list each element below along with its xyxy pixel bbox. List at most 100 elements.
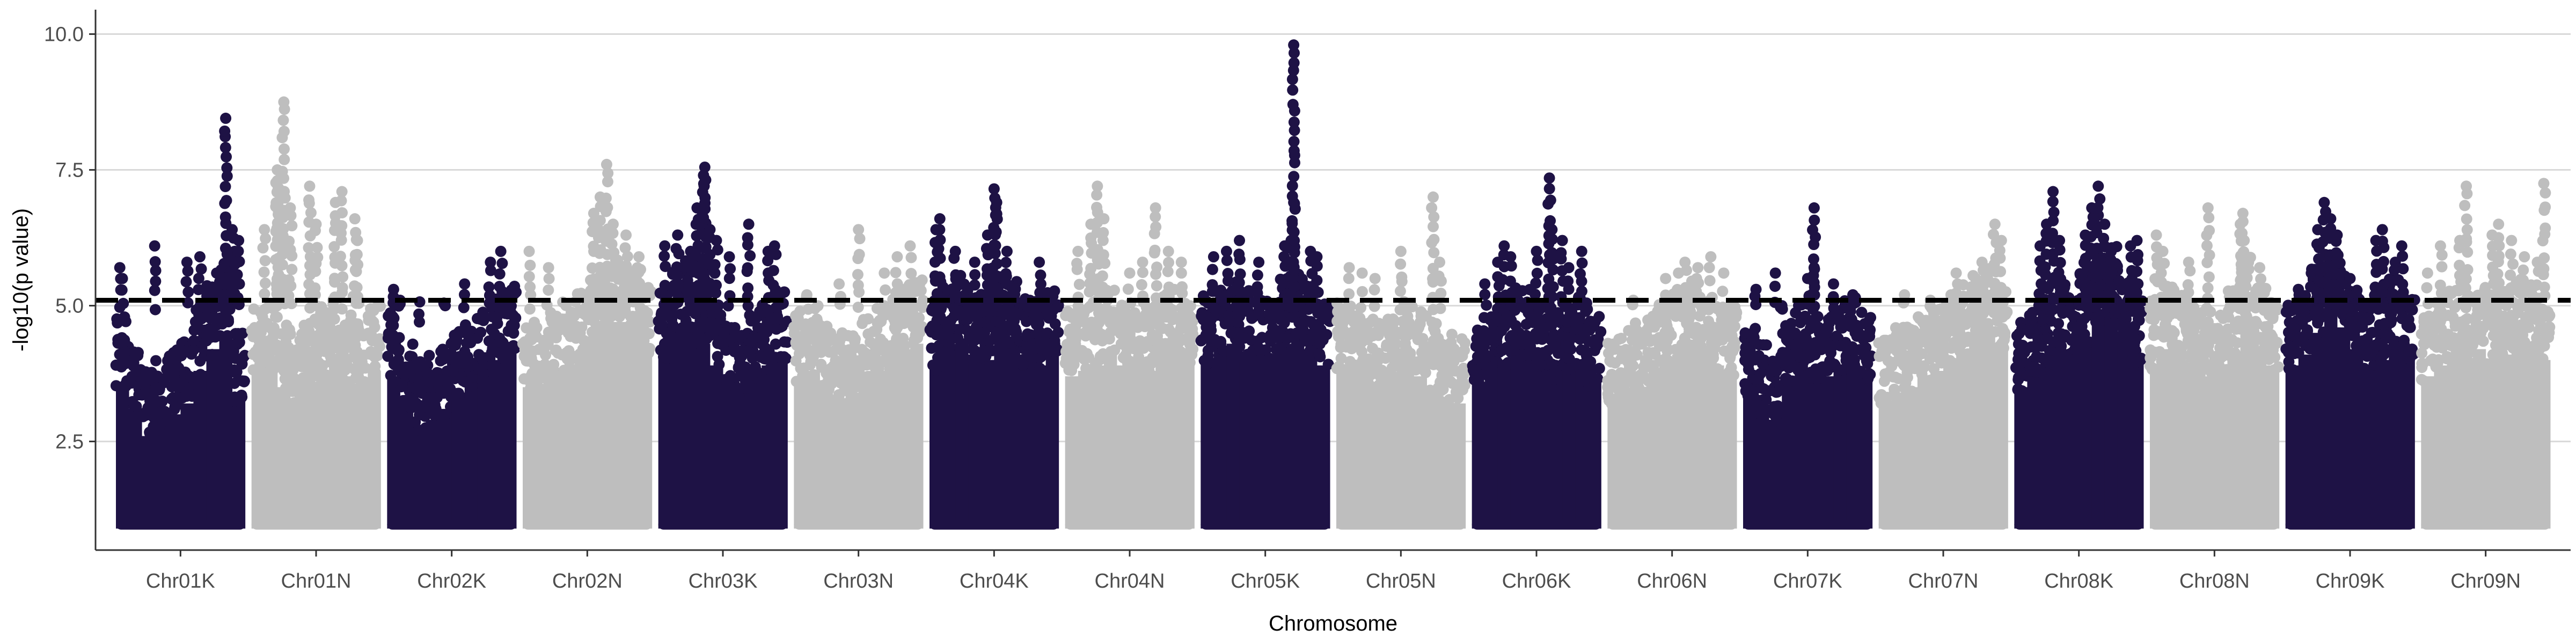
data-point bbox=[206, 349, 218, 361]
data-point bbox=[1679, 302, 1690, 314]
data-point bbox=[712, 244, 723, 256]
data-point bbox=[1150, 221, 1162, 233]
data-point bbox=[1615, 332, 1627, 344]
data-point bbox=[278, 126, 290, 137]
data-point bbox=[1115, 310, 1126, 321]
data-point bbox=[262, 320, 274, 332]
data-point bbox=[757, 339, 769, 350]
data-point bbox=[1096, 270, 1108, 282]
data-point bbox=[1843, 317, 1855, 328]
peak-point bbox=[336, 186, 348, 197]
data-point bbox=[762, 255, 774, 267]
data-point bbox=[496, 258, 508, 269]
data-point bbox=[1731, 307, 1743, 319]
data-point bbox=[2054, 257, 2066, 268]
data-point bbox=[483, 281, 495, 293]
peak-point bbox=[1995, 235, 2007, 246]
peak-point bbox=[904, 240, 916, 252]
data-point bbox=[1949, 302, 1961, 313]
data-point bbox=[459, 357, 471, 369]
data-point bbox=[1454, 382, 1466, 394]
data-point bbox=[1396, 354, 1408, 366]
data-point bbox=[1717, 286, 1729, 297]
data-point bbox=[1561, 341, 1572, 353]
data-point bbox=[1091, 201, 1103, 213]
dense-band bbox=[762, 365, 775, 529]
data-point bbox=[698, 212, 709, 224]
dense-band bbox=[290, 398, 304, 529]
data-point bbox=[723, 273, 735, 284]
dense-base bbox=[251, 519, 381, 530]
data-point bbox=[1288, 136, 1300, 148]
data-point bbox=[1906, 385, 1918, 397]
data-point bbox=[1122, 283, 1134, 295]
data-point bbox=[734, 352, 745, 363]
peak-point bbox=[743, 218, 755, 230]
data-point bbox=[477, 313, 488, 325]
dense-band bbox=[1782, 387, 1795, 529]
data-point bbox=[1064, 324, 1076, 335]
data-point bbox=[214, 312, 226, 324]
data-point bbox=[980, 350, 992, 362]
data-point bbox=[1078, 350, 1089, 362]
peak-point bbox=[1124, 267, 1136, 279]
data-point bbox=[742, 232, 753, 244]
series-Chr03N bbox=[788, 224, 929, 530]
dense-band bbox=[639, 349, 653, 529]
dense-band bbox=[329, 360, 342, 529]
data-point bbox=[1235, 303, 1247, 314]
data-point bbox=[221, 170, 233, 182]
data-point bbox=[219, 243, 231, 254]
data-point bbox=[930, 364, 942, 376]
data-point bbox=[1137, 267, 1148, 279]
data-point bbox=[870, 345, 882, 357]
data-point bbox=[602, 176, 613, 188]
dense-band bbox=[1820, 376, 1834, 529]
data-point bbox=[337, 271, 349, 283]
data-point bbox=[345, 309, 357, 321]
data-point bbox=[189, 316, 201, 328]
data-point bbox=[558, 364, 570, 376]
data-point bbox=[1209, 303, 1220, 314]
series-Chr05N bbox=[1331, 191, 1471, 530]
data-point bbox=[1357, 379, 1368, 391]
dense-band bbox=[981, 360, 994, 529]
data-point bbox=[533, 369, 545, 380]
data-point bbox=[287, 385, 298, 397]
dense-base bbox=[930, 519, 1059, 530]
data-point bbox=[2105, 281, 2117, 292]
data-point bbox=[661, 352, 672, 364]
peak-point bbox=[1208, 251, 1219, 262]
data-point bbox=[1889, 383, 1900, 395]
data-point bbox=[934, 224, 946, 236]
data-point bbox=[1395, 258, 1407, 270]
dense-band bbox=[2091, 321, 2105, 529]
peak-point bbox=[1679, 257, 1691, 268]
data-point bbox=[258, 266, 270, 278]
data-point bbox=[1712, 363, 1724, 375]
dense-band bbox=[2014, 387, 2028, 529]
data-point bbox=[128, 357, 140, 369]
dense-band bbox=[167, 414, 181, 529]
data-point bbox=[1770, 365, 1782, 377]
data-point bbox=[221, 162, 233, 174]
data-point bbox=[843, 347, 854, 358]
data-point bbox=[1287, 84, 1299, 96]
dense-band bbox=[303, 382, 317, 529]
dense-band bbox=[561, 365, 575, 529]
data-point bbox=[1252, 269, 1263, 281]
data-point bbox=[1889, 333, 1901, 345]
data-point bbox=[2037, 313, 2048, 325]
data-point bbox=[2028, 322, 2039, 334]
data-point bbox=[1809, 281, 1820, 293]
dense-band bbox=[426, 420, 440, 529]
data-point bbox=[1817, 361, 1828, 373]
data-point bbox=[221, 195, 232, 207]
dense-band bbox=[1969, 338, 1982, 529]
dense-band bbox=[1103, 354, 1117, 529]
data-point bbox=[643, 347, 655, 359]
dense-band bbox=[1943, 360, 1957, 529]
data-point bbox=[1751, 400, 1763, 412]
dense-band bbox=[1020, 360, 1034, 529]
data-point bbox=[1247, 354, 1258, 365]
